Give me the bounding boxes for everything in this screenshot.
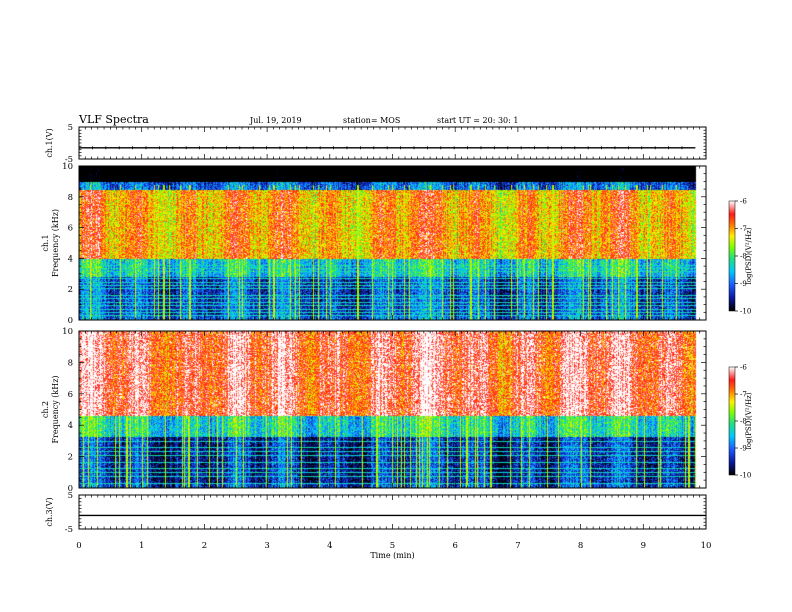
x-tick-label: 5	[390, 541, 395, 551]
x-tick-label: 2	[202, 541, 207, 551]
colorbar-tick-label: -9	[740, 445, 747, 453]
ch2-colorbar	[728, 366, 736, 476]
x-tick-label: 4	[327, 541, 332, 551]
x-tick-label: 7	[515, 541, 520, 551]
colorbar-tick-label: -10	[740, 308, 751, 316]
y-tick-label: -5	[65, 525, 73, 535]
x-tick-label: 3	[264, 541, 269, 551]
colorbar-label: log(PSD)(V²/Hz)	[745, 227, 753, 284]
y-tick-label: 8	[68, 193, 73, 203]
y-tick-label: 6	[68, 390, 73, 400]
colorbar-tick-label: -7	[740, 391, 747, 399]
x-axis-label: Time (min)	[370, 551, 414, 560]
colorbar-tick-label: -8	[740, 418, 747, 426]
y-axis-label: ch.1(V)	[45, 128, 54, 157]
colorbar-tick-label: -10	[740, 472, 751, 480]
y-tick-label: 4	[68, 254, 73, 264]
x-tick-label: 9	[641, 541, 646, 551]
y-tick-label: 5	[68, 491, 73, 501]
header-start-time: start UT = 20: 30: 1	[437, 116, 518, 125]
ch1-spectrogram-plot	[79, 166, 706, 320]
y-tick-label: 8	[68, 358, 73, 368]
colorbar-tick-label: -6	[740, 198, 747, 206]
x-tick-label: 6	[452, 541, 457, 551]
y-tick-label: 0	[68, 316, 73, 326]
y-tick-label: 6	[68, 224, 73, 234]
y-tick-label: 10	[62, 327, 73, 337]
x-tick-label: 8	[578, 541, 583, 551]
panel-frame	[78, 494, 707, 530]
x-tick-label: 1	[139, 541, 144, 551]
y-axis-label-channel: ch.1	[41, 234, 50, 251]
x-tick-label: 0	[76, 541, 81, 551]
y-axis-label: Frequency (kHz)	[51, 209, 60, 277]
ch2-spectrogram-plot	[79, 331, 706, 488]
y-tick-label: 10	[62, 162, 73, 172]
y-tick-label: -5	[65, 155, 73, 165]
x-tick-label: 10	[701, 541, 712, 551]
ch1-colorbar	[728, 200, 736, 312]
colorbar-tick-label: -6	[740, 364, 747, 372]
colorbar-tick-label: -8	[740, 253, 747, 261]
y-tick-label: 4	[68, 421, 73, 431]
y-axis-label: Frequency (kHz)	[51, 375, 60, 443]
y-tick-label: 5	[68, 123, 73, 133]
header-station: station= MOS	[343, 116, 400, 125]
header-date: Jul. 19, 2019	[249, 116, 302, 125]
figure-title: VLF Spectra	[78, 113, 149, 126]
y-tick-label: 2	[68, 453, 73, 463]
colorbar-label: log(PSD)(V²/Hz)	[745, 392, 753, 449]
colorbar-tick-label: -7	[740, 225, 747, 233]
y-tick-label: 0	[68, 484, 73, 494]
y-axis-label: ch.3(V)	[45, 497, 54, 526]
colorbar-tick-label: -9	[740, 280, 747, 288]
y-axis-label-channel: ch.2	[41, 401, 50, 418]
y-tick-label: 2	[68, 285, 73, 295]
